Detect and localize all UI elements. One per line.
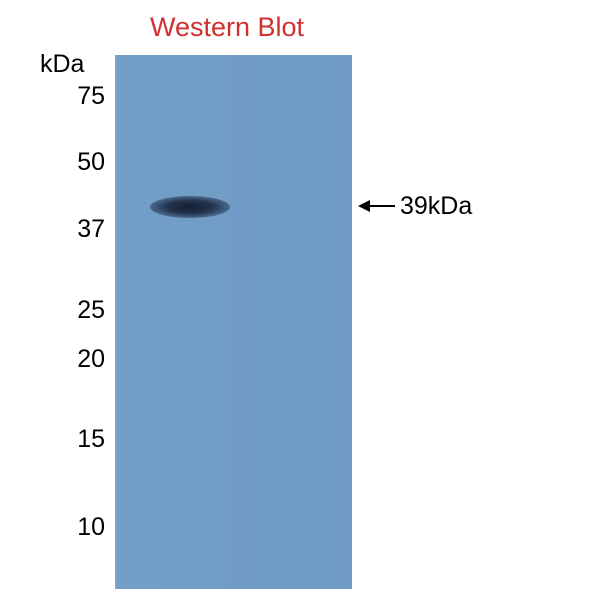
tick-label: 25 bbox=[55, 296, 105, 325]
tick-label: 15 bbox=[55, 425, 105, 454]
band-annotation: 39kDa bbox=[400, 192, 472, 221]
tick-label: 50 bbox=[55, 148, 105, 177]
protein-band bbox=[150, 196, 230, 218]
y-axis-label: kDa bbox=[40, 50, 84, 79]
gel-lane bbox=[115, 55, 352, 589]
blot-title: Western Blot bbox=[150, 12, 304, 43]
annotation-arrow-head bbox=[358, 200, 370, 212]
tick-label: 20 bbox=[55, 345, 105, 374]
tick-label: 37 bbox=[55, 215, 105, 244]
blot-container: Western Blot kDa 75 50 37 25 20 15 10 39kDa bbox=[0, 0, 600, 600]
tick-label: 75 bbox=[55, 82, 105, 111]
tick-label: 10 bbox=[55, 513, 105, 542]
